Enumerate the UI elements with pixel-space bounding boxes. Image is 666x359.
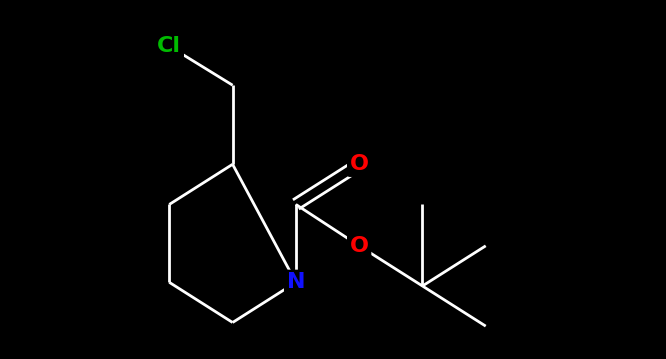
Text: Cl: Cl <box>157 36 181 56</box>
Text: O: O <box>350 154 369 174</box>
Text: N: N <box>286 272 305 292</box>
Text: O: O <box>350 236 369 256</box>
